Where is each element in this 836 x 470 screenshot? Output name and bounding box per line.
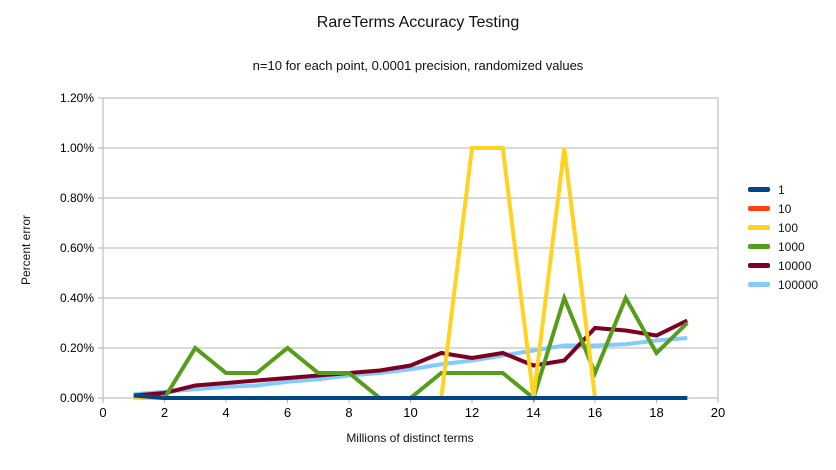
y-tick-label: 0.60%: [60, 241, 94, 255]
legend-item-100: 100: [748, 218, 818, 237]
x-tick-label: 16: [588, 405, 602, 420]
series-line-100000: [133, 336, 688, 397]
legend-item-1: 1: [748, 180, 818, 199]
legend-label: 10: [778, 201, 792, 216]
y-tick-label: 0.20%: [60, 341, 94, 355]
series-line-1: [133, 393, 688, 400]
legend-label: 1000: [778, 239, 805, 254]
legend-swatch-icon: [748, 263, 770, 268]
legend: 1 10 100 1000 10000 100000: [748, 180, 818, 294]
legend-label: 10000: [778, 258, 812, 273]
x-tick-label: 14: [526, 405, 540, 420]
y-tick-label: 1.20%: [60, 91, 94, 105]
y-tick-label: 0.00%: [60, 391, 94, 405]
legend-label: 100: [778, 220, 799, 235]
x-tick-label: 12: [465, 405, 479, 420]
legend-item-1000: 1000: [748, 237, 818, 256]
legend-swatch-icon: [748, 244, 770, 249]
y-tick-label: 1.00%: [60, 141, 94, 155]
series-line-100: [133, 146, 688, 400]
chart-title: RareTerms Accuracy Testing: [316, 14, 520, 31]
x-tick-label: 20: [711, 405, 725, 420]
legend-swatch-icon: [748, 225, 770, 230]
legend-swatch-icon: [748, 206, 770, 211]
legend-item-10000: 10000: [748, 256, 818, 275]
legend-item-10: 10: [748, 199, 818, 218]
x-tick-label: 4: [222, 405, 229, 420]
legend-label: 100000: [778, 277, 819, 292]
legend-swatch-icon: [748, 282, 770, 287]
legend-swatch-icon: [748, 187, 770, 192]
y-tick-label: 0.80%: [60, 191, 94, 205]
series-line-10000: [133, 318, 689, 398]
x-tick-label: 6: [284, 405, 291, 420]
x-tick-label: 10: [403, 405, 417, 420]
chart-subtitle: n=10 for each point, 0.0001 precision, r…: [252, 58, 584, 73]
x-axis-title: Millions of distinct terms: [346, 431, 474, 445]
x-tick-label: 8: [345, 405, 352, 420]
x-tick-label: 0: [99, 405, 106, 420]
legend-label: 1: [778, 182, 785, 197]
x-tick-label: 2: [161, 405, 168, 420]
legend-item-100000: 100000: [748, 275, 818, 294]
y-tick-label: 0.40%: [60, 291, 94, 305]
x-tick-label: 18: [649, 405, 663, 420]
